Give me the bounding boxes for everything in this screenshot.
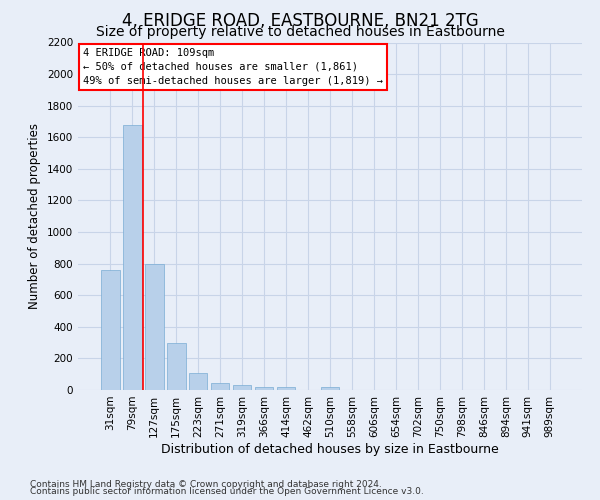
Bar (123, 124, 142, 390)
Bar (189, 372, 208, 390)
X-axis label: Distribution of detached houses by size in Eastbourne: Distribution of detached houses by size … (161, 442, 499, 456)
Text: Contains HM Land Registry data © Crown copyright and database right 2024.: Contains HM Land Registry data © Crown c… (30, 480, 382, 489)
Text: Size of property relative to detached houses in Eastbourne: Size of property relative to detached ho… (95, 25, 505, 39)
Bar (101, 270, 119, 390)
Bar (277, 387, 295, 390)
Bar (320, 387, 340, 390)
Bar (233, 386, 251, 390)
Bar (255, 386, 274, 390)
Text: 4, ERIDGE ROAD, EASTBOURNE, BN21 2TG: 4, ERIDGE ROAD, EASTBOURNE, BN21 2TG (122, 12, 478, 30)
Bar (145, 264, 164, 390)
Text: Contains public sector information licensed under the Open Government Licence v3: Contains public sector information licen… (30, 487, 424, 496)
Text: 4 ERIDGE ROAD: 109sqm
← 50% of detached houses are smaller (1,861)
49% of semi-d: 4 ERIDGE ROAD: 109sqm ← 50% of detached … (83, 48, 383, 86)
Bar (211, 384, 229, 390)
Bar (167, 342, 185, 390)
Y-axis label: Number of detached properties: Number of detached properties (28, 123, 41, 309)
